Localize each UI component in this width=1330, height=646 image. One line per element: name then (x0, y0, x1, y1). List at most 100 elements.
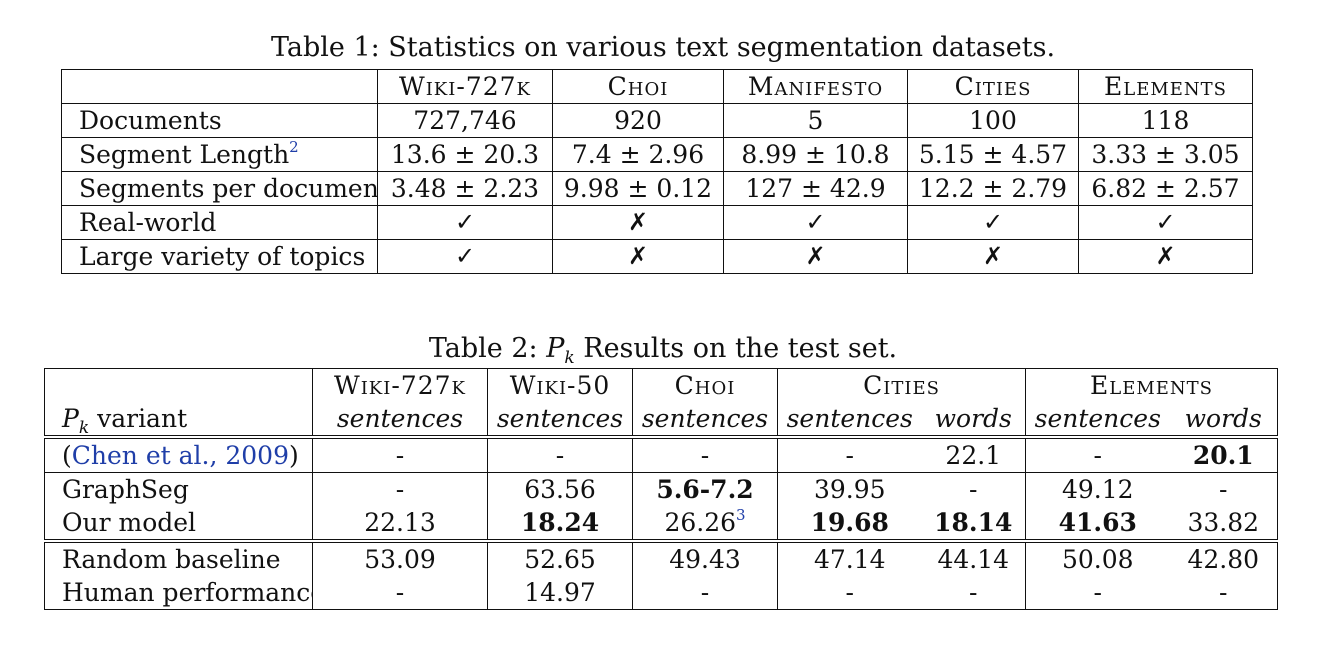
caption-metric: P (546, 333, 565, 364)
table-cell: - (921, 576, 1027, 610)
citation-link[interactable]: Chen et al., 2009 (71, 440, 289, 470)
table-cell: 100 (907, 103, 1079, 138)
table1-col-header: Elements (1078, 69, 1253, 104)
table-row: GraphSeg - 63.56 5.6-7.2 39.95 - 49.12 - (44, 472, 1279, 506)
table2-subheader-row: Pk variant sentences sentences sentences… (44, 402, 1279, 438)
table-row: (Chen et al., 2009) - - - - 22.1 - 20.1 (44, 435, 1279, 473)
table1-col-header: Manifesto (723, 69, 908, 104)
table-cell: 13.6 ± 20.3 (377, 137, 553, 172)
row-label: (Chen et al., 2009) (44, 435, 313, 473)
row-label: Segment Length2 (61, 137, 378, 172)
table-cell: 920 (552, 103, 724, 138)
table-cell: 26.263 (632, 506, 778, 542)
table-cell: - (312, 576, 488, 610)
row-label: Documents (61, 103, 378, 138)
footnote-link[interactable]: 2 (289, 138, 299, 156)
table1-caption: Table 1: Statistics on various text segm… (270, 32, 1056, 63)
table2-results: Wiki-727k Wiki-50 Choi Cities Elements P… (44, 368, 1279, 610)
caption-metric-subscript: k (564, 348, 575, 368)
table-cell: 727,746 (377, 103, 553, 138)
table-cell: 3.33 ± 3.05 (1078, 137, 1253, 172)
table-cell: 18.14 (921, 506, 1027, 542)
table-cell: 9.98 ± 0.12 (552, 171, 724, 206)
table-cell: 19.68 (777, 506, 922, 542)
paren-open: ( (62, 440, 72, 470)
table1-col-header: Choi (552, 69, 724, 104)
table1-statistics: Wiki-727k Choi Manifesto Cities Elements… (61, 69, 1253, 274)
table-cell: 22.13 (312, 506, 488, 542)
table-cell: 3.48 ± 2.23 (377, 171, 553, 206)
table-row: Segment Length2 13.6 ± 20.3 7.4 ± 2.96 8… (61, 137, 1253, 172)
paren-close: ) (289, 440, 299, 470)
sub-header: sentences (312, 402, 488, 438)
cross-icon: ✗ (1078, 239, 1253, 274)
table-cell: 20.1 (1169, 435, 1279, 473)
table1-col-header: Wiki-727k (377, 69, 553, 104)
table-cell: 127 ± 42.9 (723, 171, 908, 206)
table-cell: - (1169, 472, 1279, 506)
table-row: Our model 22.13 18.24 26.263 19.68 18.14… (44, 506, 1279, 542)
table-cell: 5 (723, 103, 908, 138)
caption-prefix: Table 2: (428, 333, 547, 364)
check-icon: ✓ (377, 205, 553, 240)
variant-metric-subscript: k (78, 417, 90, 437)
table-row: Real-world ✓ ✗ ✓ ✓ ✓ (61, 205, 1253, 240)
table-cell: 53.09 (312, 539, 488, 576)
group-header: Elements (1025, 368, 1279, 402)
table-cell: 52.65 (487, 539, 633, 576)
table-cell: 44.14 (921, 539, 1027, 576)
row-label-text: Documents (79, 106, 222, 135)
sub-header: sentences (632, 402, 778, 438)
check-icon: ✓ (1078, 205, 1253, 240)
check-icon: ✓ (723, 205, 908, 240)
sub-header: words (921, 402, 1027, 438)
row-label-text: Real-world (79, 208, 217, 237)
row-label: Real-world (61, 205, 378, 240)
row-label: GraphSeg (44, 472, 313, 506)
row-label: Segments per document2 (61, 171, 378, 206)
sub-header: sentences (1025, 402, 1170, 438)
variant-header: Pk variant (44, 402, 313, 438)
variant-label: variant (89, 403, 188, 433)
cross-icon: ✗ (552, 239, 724, 274)
table-cell: 22.1 (921, 435, 1027, 473)
table-cell: - (312, 472, 488, 506)
table-row: Documents 727,746 920 5 100 118 (61, 103, 1253, 138)
table-cell: - (632, 576, 778, 610)
table-cell: 5.6-7.2 (632, 472, 778, 506)
row-label-text: Segments per document (79, 174, 378, 203)
table-cell: - (1025, 435, 1170, 473)
table-cell: 41.63 (1025, 506, 1170, 542)
table-row: Random baseline 53.09 52.65 49.43 47.14 … (44, 539, 1279, 576)
table-cell: - (1025, 576, 1170, 610)
table1-col-header: Cities (907, 69, 1079, 104)
cross-icon: ✗ (552, 205, 724, 240)
row-label-text: Segment Length (79, 140, 290, 169)
footnote-link[interactable]: 3 (736, 506, 746, 524)
table-cell: 7.4 ± 2.96 (552, 137, 724, 172)
table-cell: 118 (1078, 103, 1253, 138)
table-cell: 14.97 (487, 576, 633, 610)
table-cell: 18.24 (487, 506, 633, 542)
sub-header: sentences (487, 402, 633, 438)
sub-header: words (1169, 402, 1279, 438)
table-cell: 39.95 (777, 472, 922, 506)
check-icon: ✓ (907, 205, 1079, 240)
table-cell: - (777, 576, 922, 610)
table2-group-header-row: Wiki-727k Wiki-50 Choi Cities Elements (44, 368, 1279, 402)
table-cell: - (777, 435, 922, 473)
table-cell: 47.14 (777, 539, 922, 576)
row-label: Large variety of topics (61, 239, 378, 274)
group-header: Wiki-727k (312, 368, 488, 402)
row-label: Human performance (44, 576, 313, 610)
table-cell: 6.82 ± 2.57 (1078, 171, 1253, 206)
table-cell: - (487, 435, 633, 473)
group-header: Wiki-50 (487, 368, 633, 402)
table-cell: 8.99 ± 10.8 (723, 137, 908, 172)
sub-header: sentences (777, 402, 922, 438)
table-cell: - (632, 435, 778, 473)
table-cell: 33.82 (1169, 506, 1279, 542)
table1-corner-cell (61, 69, 378, 104)
table-row: Large variety of topics ✓ ✗ ✗ ✗ ✗ (61, 239, 1253, 274)
table-row: Human performance - 14.97 - - - - - (44, 576, 1279, 610)
